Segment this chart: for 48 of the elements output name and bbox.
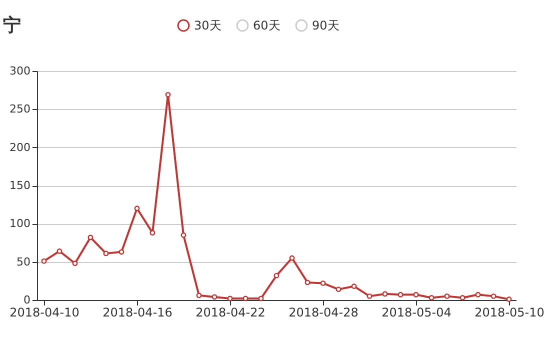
point [165, 92, 171, 98]
point [72, 260, 78, 266]
y-tick-label: 150 [10, 179, 30, 192]
x-tick-label: 2018-04-16 [102, 306, 172, 320]
point [180, 232, 186, 238]
point [382, 291, 388, 297]
x-tick-label: 2018-05-04 [382, 306, 452, 320]
point [506, 296, 512, 302]
point [242, 296, 248, 302]
y-tick-label: 50 [16, 255, 30, 268]
point [41, 258, 47, 264]
point [304, 280, 310, 286]
point [475, 292, 481, 298]
y-tick-label: 200 [10, 140, 30, 154]
y-tick-label: 100 [10, 217, 30, 230]
x-tick-label: 2018-04-22 [196, 306, 266, 320]
point [212, 294, 218, 300]
legend-label: 90天 [312, 18, 340, 33]
point [460, 294, 466, 300]
point [320, 280, 326, 286]
point [444, 293, 450, 299]
y-tick-label: 0 [24, 294, 30, 306]
legend-label: 60天 [253, 18, 280, 33]
point [398, 292, 404, 298]
point [351, 284, 357, 289]
point [134, 206, 140, 212]
point [103, 250, 109, 256]
y-tick-label: 250 [10, 102, 30, 116]
x-tick-label: 2018-04-10 [10, 306, 80, 320]
x-tick-label: 2018-04-28 [288, 306, 358, 320]
point [118, 249, 124, 255]
point [490, 293, 496, 299]
point [413, 292, 419, 298]
point [150, 230, 156, 236]
point [56, 248, 62, 254]
point [274, 272, 280, 278]
point [366, 293, 372, 299]
point [258, 296, 264, 302]
point [88, 234, 94, 240]
x-tick-label: 2018-05-10 [474, 306, 544, 320]
legend-label: 30天 [194, 18, 222, 33]
y-tick-label: 300 [10, 64, 30, 78]
point [428, 294, 434, 300]
point [289, 255, 295, 261]
point [336, 286, 342, 292]
chart-title: 宁 [3, 15, 21, 36]
point [196, 292, 202, 298]
point [227, 296, 233, 302]
